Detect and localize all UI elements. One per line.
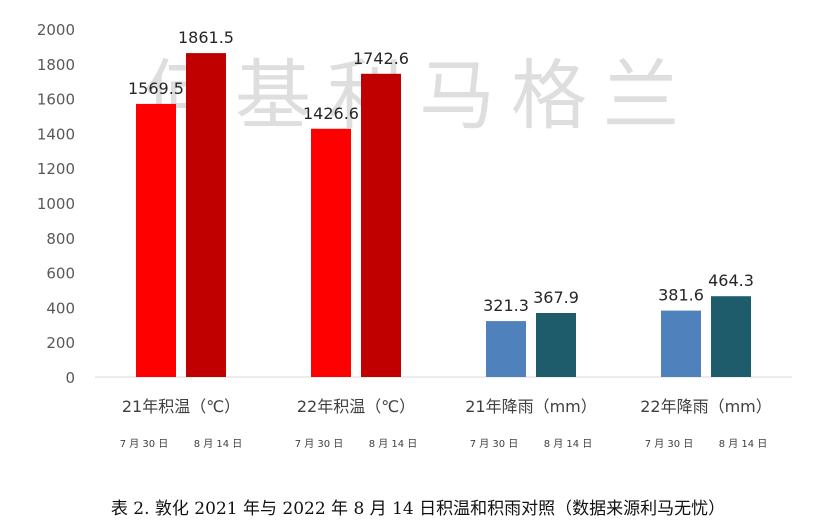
y-tick-label: 200 [46,334,75,352]
y-tick-label: 1000 [37,195,75,213]
y-tick-label: 1600 [37,91,75,109]
data-label: 367.9 [533,288,579,307]
bar [361,73,401,377]
data-label: 381.6 [658,286,704,305]
bar [311,128,351,377]
x-axis: 21年积温（℃） 7 月 30 日 8 月 14 日 22年积温（℃） 7 月 30 日… [120,397,772,450]
bar [661,310,701,377]
y-tick-label: 1800 [37,56,75,74]
y-tick-label: 600 [46,265,75,283]
data-label: 1742.6 [353,49,409,68]
y-tick-label: 2000 [37,21,75,39]
x-sub-label: 7 月 30 日 [295,438,344,450]
y-tick-label: 1200 [37,160,75,178]
bars: 1569.5 1861.5 1426.6 1742.6 321.3 367.9 381.64… [128,28,754,378]
x-category-label: 22年积温（℃） [297,397,415,416]
y-tick-label: 1400 [37,125,75,143]
bar [136,103,176,378]
y-tick-label: 0 [65,369,75,387]
data-label: 464.3 [708,271,754,290]
data-label: 1569.5 [128,79,184,98]
x-category-label: 22年降雨（mm） [640,397,772,416]
bar [486,321,526,377]
data-label: 321.3 [483,296,529,315]
x-category-label: 21年积温（℃） [122,397,240,416]
chart-caption: 表 2. 敦化 2021 年与 2022 年 8 月 14 日积温和积雨对照（数… [110,499,726,519]
x-sub-label: 8 月 14 日 [194,438,243,450]
data-label: 1861.5 [178,28,234,47]
watermark: 何基利马格兰 [143,51,695,140]
x-sub-label: 7 月 30 日 [645,438,694,450]
bar [711,296,751,377]
x-category-label: 21年降雨（mm） [465,397,597,416]
bar [536,312,576,377]
x-sub-label: 8 月 14 日 [544,438,593,450]
bar [186,53,226,377]
y-tick-label: 400 [46,299,75,317]
x-sub-label: 7 月 30 日 [470,438,519,450]
y-axis: 0 200 400 600 800 1000 1200 1400 1600 1800 2000 [37,21,75,387]
x-sub-label: 8 月 14 日 [369,438,418,450]
x-sub-label: 8 月 14 日 [719,438,768,450]
data-label: 1426.6 [303,104,359,123]
bar-chart: 何基利马格兰 0 200 400 600 800 1000 1200 1400 1600 1800… [37,21,792,450]
x-sub-label: 7 月 30 日 [120,438,169,450]
y-tick-label: 800 [46,230,75,248]
